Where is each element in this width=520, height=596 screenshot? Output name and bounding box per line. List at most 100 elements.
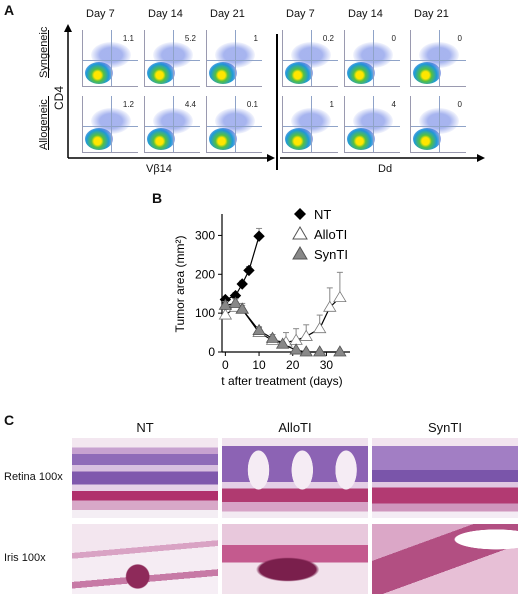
gate-percentage: 1 bbox=[329, 100, 334, 109]
x-tick-label: 30 bbox=[320, 358, 334, 372]
cell-population bbox=[285, 128, 313, 150]
data-point-alloti bbox=[218, 308, 233, 320]
cell-population bbox=[347, 128, 375, 150]
day-label-5: Day 21 bbox=[414, 8, 449, 20]
gate-percentage: 1.1 bbox=[122, 34, 134, 43]
histology-row-label-1: Iris 100x bbox=[4, 552, 46, 564]
tumor-area-chart: 0 100 200 300 0 10 20 30 t after treatment (days… bbox=[173, 207, 350, 388]
gate-percentage: 1.2 bbox=[122, 100, 134, 109]
panel-b-letter: B bbox=[152, 190, 163, 206]
legend-label-alloti: AlloTI bbox=[314, 227, 347, 242]
histology-column-alloti: AlloTI bbox=[278, 420, 312, 435]
gate-horizontal bbox=[283, 60, 338, 61]
histology-image-iris-synti bbox=[372, 524, 518, 594]
day-label-0: Day 7 bbox=[86, 8, 115, 20]
gate-vertical bbox=[235, 30, 236, 86]
gate-horizontal bbox=[345, 126, 400, 127]
gate-vertical bbox=[173, 30, 174, 86]
x-axis-label-dd: Dd bbox=[378, 163, 392, 175]
gate-horizontal bbox=[283, 126, 338, 127]
histology-image-retina-synti bbox=[372, 438, 518, 518]
cell-population bbox=[85, 62, 113, 84]
histology-column-synti: SynTI bbox=[428, 420, 462, 435]
x-axis-label-vb14: Vβ14 bbox=[146, 163, 172, 175]
flow-plot-syngeneic-0: 1.1 bbox=[82, 30, 138, 87]
data-point-alloti bbox=[333, 290, 347, 302]
cell-population bbox=[147, 62, 175, 84]
cell-population bbox=[85, 128, 113, 150]
dd-label: Dd bbox=[378, 163, 393, 175]
gate-percentage: 0 bbox=[391, 34, 396, 43]
cell-population bbox=[147, 128, 175, 150]
gate-horizontal bbox=[145, 60, 200, 61]
flow-plot-allogeneic-5: 0 bbox=[410, 96, 466, 153]
x-axis-title: t after treatment (days) bbox=[221, 374, 342, 388]
legend-marker-nt bbox=[294, 208, 306, 220]
gate-percentage: 0 bbox=[457, 100, 462, 109]
cell-population bbox=[209, 128, 237, 150]
flow-plot-syngeneic-3: 0.2 bbox=[282, 30, 338, 87]
flow-plot-allogeneic-3: 1 bbox=[282, 96, 338, 153]
flow-plot-syngeneic-5: 0 bbox=[410, 30, 466, 87]
x-tick-label: 20 bbox=[286, 358, 300, 372]
gate-horizontal bbox=[411, 60, 466, 61]
panel-c-letter: C bbox=[4, 412, 15, 428]
gate-vertical bbox=[373, 96, 374, 152]
gate-percentage: 0.1 bbox=[246, 100, 258, 109]
histology-image-retina-alloti bbox=[222, 438, 368, 518]
panel-a-letter: A bbox=[4, 2, 15, 18]
data-point-synti bbox=[265, 331, 280, 343]
panel-a-right-axes bbox=[280, 154, 485, 162]
gate-horizontal bbox=[345, 60, 400, 61]
panel-a-divider bbox=[276, 34, 278, 170]
histology-image-retina-nt bbox=[72, 438, 218, 518]
legend-marker-alloti bbox=[292, 226, 308, 240]
x-tick-label: 0 bbox=[222, 358, 229, 372]
gate-percentage: 0 bbox=[457, 34, 462, 43]
data-point-synti bbox=[218, 298, 233, 310]
data-point-alloti bbox=[323, 300, 337, 312]
y-tick-label: 100 bbox=[195, 306, 215, 320]
data-point-synti bbox=[289, 343, 303, 355]
series-line-nt bbox=[225, 236, 260, 301]
data-point-nt bbox=[236, 278, 248, 290]
flow-plot-allogeneic-2: 0.1 bbox=[206, 96, 262, 153]
gate-horizontal bbox=[411, 126, 466, 127]
data-point-nt bbox=[253, 230, 265, 242]
y-tick-label: 0 bbox=[208, 345, 215, 359]
data-point-synti bbox=[275, 337, 290, 349]
data-point-synti bbox=[299, 345, 313, 357]
gate-vertical bbox=[111, 30, 112, 86]
flow-plot-syngeneic-1: 5.2 bbox=[144, 30, 200, 87]
data-point-alloti bbox=[312, 321, 327, 334]
gate-vertical bbox=[311, 96, 312, 152]
gate-vertical bbox=[111, 96, 112, 152]
cell-population bbox=[413, 128, 441, 150]
data-point-synti bbox=[228, 296, 243, 308]
gate-vertical bbox=[235, 96, 236, 152]
gate-vertical bbox=[439, 30, 440, 86]
data-point-alloti bbox=[299, 329, 313, 341]
gate-percentage: 4.4 bbox=[184, 100, 196, 109]
gate-horizontal bbox=[83, 60, 138, 61]
data-point-synti bbox=[252, 323, 266, 336]
gate-horizontal bbox=[207, 126, 262, 127]
histology-row-label-0: Retina 100x bbox=[4, 471, 63, 483]
histology-image-iris-nt bbox=[72, 524, 218, 594]
gate-percentage: 5.2 bbox=[184, 34, 196, 43]
histology-image-iris-alloti bbox=[222, 524, 368, 594]
gate-horizontal bbox=[83, 126, 138, 127]
flow-plot-allogeneic-4: 4 bbox=[344, 96, 400, 153]
cell-population bbox=[413, 62, 441, 84]
gate-percentage: 4 bbox=[391, 100, 396, 109]
x-tick-label: 10 bbox=[252, 358, 266, 372]
row-bracket-allogeneic bbox=[48, 96, 49, 150]
cell-population bbox=[347, 62, 375, 84]
day-label-3: Day 7 bbox=[286, 8, 315, 20]
flow-plot-allogeneic-1: 4.4 bbox=[144, 96, 200, 153]
day-label-2: Day 21 bbox=[210, 8, 245, 20]
cell-population bbox=[209, 62, 237, 84]
gate-percentage: 1 bbox=[253, 34, 258, 43]
flow-plot-syngeneic-2: 1 bbox=[206, 30, 262, 87]
legend-label-synti: SynTI bbox=[314, 247, 348, 262]
